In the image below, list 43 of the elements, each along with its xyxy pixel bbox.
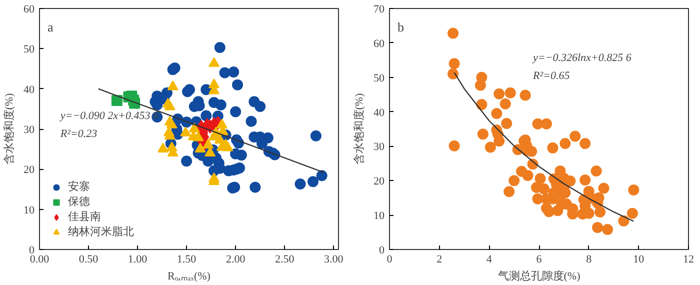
- annotation: R²=0.65: [532, 70, 570, 82]
- x-tick-label: 1.50: [176, 254, 197, 266]
- x-tick-label: 1.00: [128, 254, 148, 266]
- y-tick-label: 40: [374, 106, 385, 119]
- y-tick-label: 40: [24, 84, 35, 96]
- annotation: y=−0.090 2x+0.453 8: [59, 110, 159, 122]
- y-tick-label: 0: [379, 244, 385, 256]
- y-tick-label: 50: [374, 72, 385, 84]
- annotation: y=−0.326lnx+0.825 6: [532, 52, 632, 64]
- y-axis-title: 含水饱和度(%): [2, 92, 16, 165]
- x-tick-label: 2: [436, 254, 442, 266]
- x-tick-label: 0.50: [78, 254, 99, 266]
- x-tick-label: 8: [586, 254, 592, 266]
- legend-label: 保德: [68, 195, 90, 209]
- x-axis-title: 气测总孔隙度(%): [498, 270, 581, 282]
- legend-label: 安寨: [68, 180, 90, 194]
- legend-label: 佳县南: [68, 210, 101, 224]
- y-axis-title: 含水饱和度(%): [352, 92, 366, 165]
- y-tick-label: 0: [29, 244, 35, 256]
- x-tick-label: 6: [536, 254, 542, 266]
- annotation: R²=0.23: [59, 128, 98, 140]
- y-tick-label: 10: [24, 204, 35, 216]
- y-tick-label: 70: [374, 4, 385, 16]
- x-tick-label: 4: [486, 254, 492, 266]
- x-tick-label: 0: [386, 254, 393, 266]
- y-tick-label: 30: [374, 141, 385, 154]
- y-tick-label: 20: [24, 164, 35, 176]
- text: a: [48, 20, 54, 34]
- y-tick-label: 60: [24, 4, 35, 16]
- x-tick-label: 3.00: [324, 254, 344, 266]
- x-tick-label: 12: [683, 254, 694, 266]
- text: b: [398, 20, 404, 34]
- legend-label: 纳林河米脂北: [68, 225, 134, 239]
- y-tick-label: 50: [24, 44, 35, 56]
- y-tick-label: 20: [374, 176, 385, 188]
- y-tick-label: 10: [374, 210, 385, 222]
- x-tick-label: 2.50: [274, 254, 295, 266]
- x-tick-label: 2.00: [226, 254, 246, 266]
- x-tick-label: 10: [633, 254, 645, 266]
- y-tick-label: 60: [374, 38, 385, 50]
- y-tick-label: 30: [24, 124, 35, 136]
- x-axis-title: Rₒ,ₘₐₓ(%): [168, 270, 211, 282]
- x-tick-label: 0.00: [30, 254, 50, 266]
